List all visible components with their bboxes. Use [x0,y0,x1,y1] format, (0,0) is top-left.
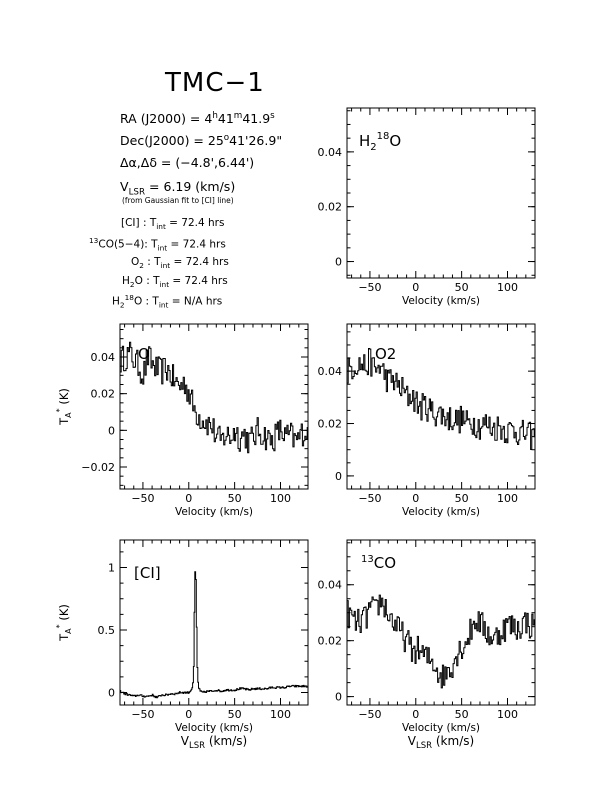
spectrum-line-3 [120,571,309,699]
x-tick-label: −50 [358,281,381,294]
x-tick-label: 50 [455,281,469,294]
y-axis-label: TA* (K) [55,388,73,426]
y-tick-label: 0.02 [91,388,116,401]
y-tick-label: 0 [335,470,342,483]
int-h218o: H218O : Tint = N/A hrs [112,293,223,310]
x-tick-label: 100 [270,492,291,505]
x-tick-label: 100 [270,708,291,721]
int-o2: O2 : Tint = 72.4 hrs [131,256,229,271]
y-tick-label: 0.04 [318,365,343,378]
x-axis-label: Velocity (km/s) [402,722,480,734]
vlsr-axis-label: VLSR (km/s) [408,734,474,751]
y-tick-label: 0 [335,691,342,704]
y-tick-label: 1 [108,562,115,575]
int-h2o: H2O : Tint = 72.4 hrs [122,275,228,290]
x-tick-label: 50 [228,492,242,505]
y-tick-label: 0.02 [318,635,343,648]
y-tick-label: 0.04 [91,351,116,364]
plot-frame-3 [119,539,309,706]
y-tick-label: 0.02 [318,418,343,431]
plot-frame-1 [119,323,309,490]
x-axis-label: Velocity (km/s) [402,506,480,518]
x-tick-label: 100 [497,281,518,294]
plot-frame-0 [346,107,536,279]
plot-frame-4 [346,539,536,706]
y-tick-label: 0 [335,256,342,269]
int-ci: [CI] : Tint = 72.4 hrs [121,217,225,232]
panel-label: O2 [375,345,396,363]
x-tick-label: 100 [497,492,518,505]
vlsr-axis-label: VLSR (km/s) [181,734,247,751]
y-tick-label: 0 [108,424,115,437]
x-tick-label: 0 [412,708,419,721]
x-tick-label: 0 [185,492,192,505]
x-axis-label: Velocity (km/s) [402,295,480,307]
plot-frame-2 [346,323,536,490]
y-tick-label: 0.02 [318,201,343,214]
panel-label: [CI] [134,564,161,582]
x-tick-label: 50 [455,492,469,505]
x-tick-label: 0 [412,492,419,505]
spectrum-line-4 [347,594,535,689]
y-tick-label: −0.02 [81,461,115,474]
panel-label: 13CO [361,554,396,572]
x-tick-label: 50 [228,708,242,721]
y-tick-label: 0 [108,687,115,700]
x-axis-label: Velocity (km/s) [175,722,253,734]
x-tick-label: −50 [358,492,381,505]
spectrum-line-1 [120,341,308,454]
spectrum-line-2 [347,348,535,450]
dec-line: Dec(J2000) = 25o41'26.9" [120,133,283,149]
x-tick-label: 50 [455,708,469,721]
x-tick-label: −50 [358,708,381,721]
x-tick-label: 100 [497,708,518,721]
y-tick-label: 0.04 [318,579,343,592]
x-tick-label: 0 [185,708,192,721]
y-axis-label: TA* (K) [55,604,73,642]
figure-title: TMC−1 [165,68,265,98]
x-tick-label: −50 [131,492,154,505]
x-tick-label: 0 [412,281,419,294]
panel-label: H218O [359,131,401,153]
int-13co: 13CO(5−4): Tint = 72.4 hrs [89,236,226,253]
vlsr-note: (from Gaussian fit to [CI] line) [122,196,234,205]
y-tick-label: 0.04 [318,146,343,159]
x-axis-label: Velocity (km/s) [175,506,253,518]
y-tick-label: 0.5 [98,624,116,637]
x-tick-label: −50 [131,708,154,721]
vlsr-line: VLSR = 6.19 (km/s) [120,179,236,198]
panel-label: O [138,345,150,363]
offset-line: Δα,Δδ = (−4.8',6.44') [120,155,255,170]
ra-line: RA (J2000) = 4h41m41.9s [120,111,275,127]
